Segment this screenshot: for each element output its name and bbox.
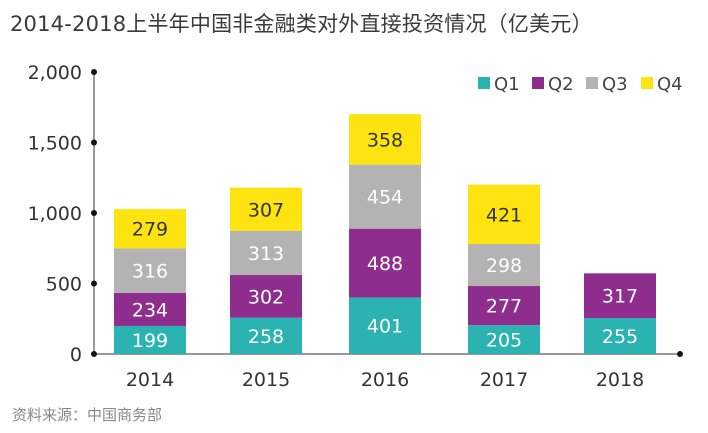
y-tick-dot: [91, 139, 97, 146]
legend-swatch: [586, 77, 598, 89]
data-label: 258: [248, 326, 284, 348]
bar-segment: [230, 317, 302, 354]
bar-segment: [468, 244, 540, 287]
y-tick-label: 1,000: [28, 203, 82, 225]
bar-segment: [349, 164, 421, 229]
data-label: 421: [486, 204, 522, 226]
bar-segment: [584, 318, 656, 354]
data-label: 401: [367, 316, 403, 338]
y-tick-dot: [91, 280, 97, 287]
bar-segment: [468, 286, 540, 326]
bar-segment: [349, 228, 421, 298]
legend-swatch: [478, 77, 490, 89]
data-labels: 199 234 316 279 258 302 313 307 401 488 454 358 205 2…: [132, 129, 638, 352]
y-tick-dot: [91, 210, 97, 216]
chart-source: 资料来源：中国商务部: [12, 406, 163, 424]
x-tick-label: 2014: [126, 369, 174, 391]
bar-segment: [584, 273, 656, 319]
data-label: 205: [486, 330, 522, 352]
x-tick-label: 2018: [596, 369, 644, 391]
data-label: 199: [132, 330, 168, 352]
bar-segment: [230, 230, 302, 276]
bar-segment: [468, 184, 540, 245]
bar-segment: [349, 297, 421, 354]
chart-title: 2014-2018上半年中国非金融类对外直接投资情况（亿美元）: [10, 12, 593, 36]
y-tick-dot: [91, 351, 97, 357]
axes: 0 500 1,000 1,500 2,000 2014 2015 2016 2017 2018: [28, 62, 683, 391]
x-tick-label: 2017: [480, 369, 528, 391]
legend-label: Q1: [494, 74, 520, 95]
data-label: 316: [132, 261, 168, 283]
data-label: 358: [367, 129, 403, 151]
data-label: 307: [248, 199, 284, 221]
data-label: 302: [248, 286, 284, 308]
bar-segment: [230, 187, 302, 231]
legend: Q1 Q2 Q3 Q4: [478, 74, 683, 95]
bars: [114, 114, 656, 354]
legend-label: Q3: [602, 74, 628, 95]
data-label: 234: [132, 299, 168, 321]
y-tick-label: 1,500: [28, 133, 82, 155]
bar-segment: [468, 325, 540, 354]
y-tick-label: 0: [70, 344, 82, 366]
y-tick-label: 2,000: [28, 62, 82, 84]
bar-segment: [114, 292, 186, 326]
x-tick-label: 2015: [242, 369, 290, 391]
data-label: 255: [602, 326, 638, 348]
data-label: 298: [486, 255, 522, 277]
legend-swatch: [641, 77, 653, 89]
x-axis-end-dot: [677, 351, 683, 357]
y-tick-label: 500: [46, 274, 82, 296]
data-label: 277: [486, 296, 522, 318]
y-tick-dot: [91, 69, 97, 75]
data-label: 454: [367, 187, 403, 209]
bar-segment: [230, 275, 302, 318]
legend-label: Q2: [548, 74, 574, 95]
bar-segment: [114, 248, 186, 293]
data-label: 317: [602, 286, 638, 308]
data-label: 488: [367, 253, 403, 275]
x-tick-label: 2016: [361, 369, 409, 391]
bar-segment: [114, 209, 186, 249]
data-label: 313: [248, 243, 284, 265]
bar-segment: [114, 325, 186, 354]
legend-swatch: [532, 77, 544, 89]
bar-segment: [349, 114, 421, 165]
legend-label: Q4: [657, 74, 683, 95]
data-label: 279: [132, 219, 168, 241]
